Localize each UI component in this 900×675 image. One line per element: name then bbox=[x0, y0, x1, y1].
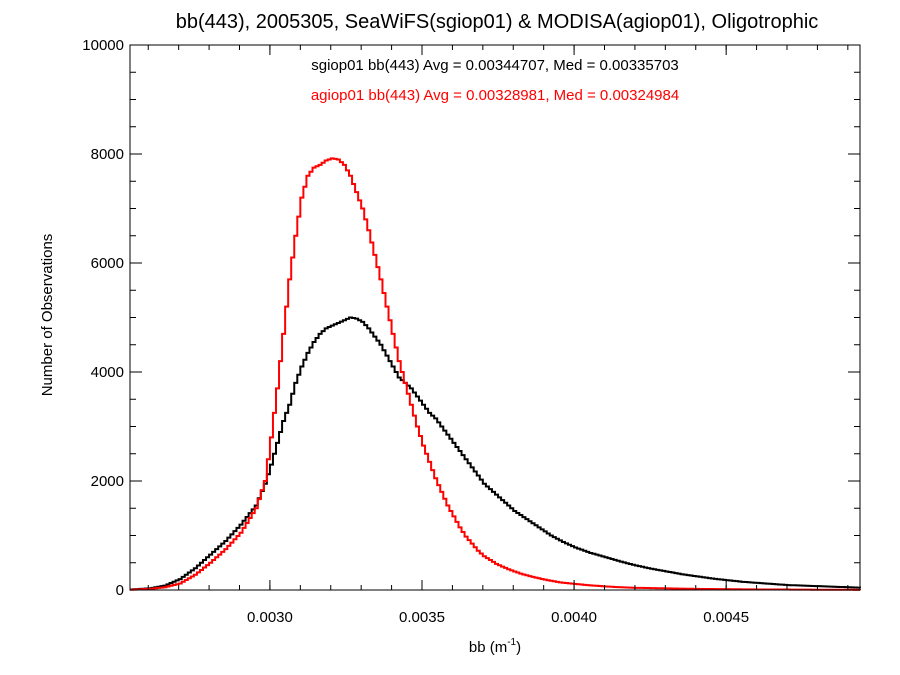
x-tick-label: 0.0035 bbox=[399, 609, 445, 626]
plot-frame bbox=[129, 44, 861, 591]
stats-annotation-agiop01: agiop01 bb(443) Avg = 0.00328981, Med = … bbox=[311, 87, 679, 104]
series-line-1 bbox=[130, 157, 861, 591]
x-tick-label: 0.0030 bbox=[247, 609, 293, 626]
y-tick-label: 10000 bbox=[82, 37, 124, 54]
y-tick-label: 6000 bbox=[91, 255, 124, 272]
chart-title: bb(443), 2005305, SeaWiFS(sgiop01) & MOD… bbox=[176, 11, 819, 33]
y-tick-label: 2000 bbox=[91, 473, 124, 490]
ticks-layer: 0.0030 0.0035 0.0040 0.0045 0 2000 4000 6000 800… bbox=[82, 37, 860, 626]
x-axis-label-close: ) bbox=[516, 639, 521, 656]
y-tick-label: 8000 bbox=[91, 146, 124, 163]
y-tick-label: 4000 bbox=[91, 364, 124, 381]
series-layer bbox=[130, 157, 861, 591]
y-tick-label: 0 bbox=[116, 582, 124, 599]
stats-annotation-sgiop01: sgiop01 bb(443) Avg = 0.00344707, Med = … bbox=[311, 57, 679, 74]
series-line-0 bbox=[130, 316, 861, 591]
x-axis-label-sup: -1 bbox=[507, 637, 516, 648]
x-axis-label-main: bb (m bbox=[469, 639, 507, 656]
x-axis-label: bb (m-1) bbox=[469, 637, 521, 656]
y-axis-label: Number of Observations bbox=[39, 234, 56, 397]
x-tick-label: 0.0040 bbox=[551, 609, 597, 626]
x-tick-label: 0.0045 bbox=[703, 609, 749, 626]
